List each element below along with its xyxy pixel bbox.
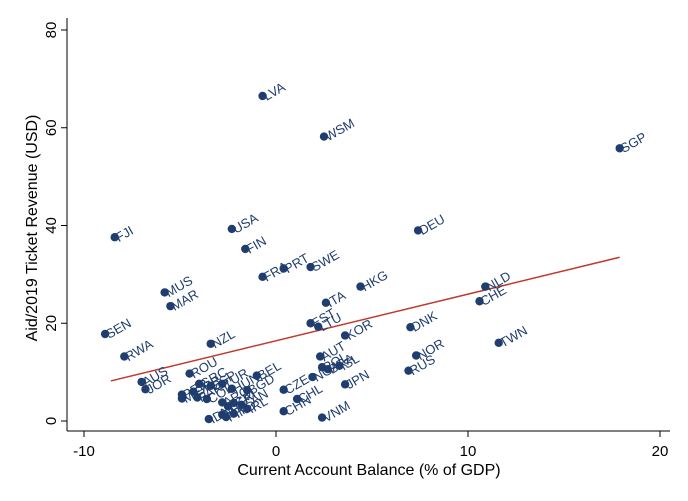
- point-est: [306, 319, 315, 328]
- point-che: [475, 297, 484, 306]
- x-tick-label: 0: [272, 443, 280, 460]
- point-hkg: [356, 282, 365, 291]
- point-tur: [218, 379, 227, 389]
- point-jpn: [340, 380, 350, 389]
- y-tick-label: 0: [43, 417, 60, 425]
- point-nor: [411, 351, 421, 360]
- point-sgp: [615, 144, 624, 153]
- x-tick-label: 20: [652, 443, 669, 460]
- point-mus: [160, 288, 169, 297]
- point-pak: [193, 393, 202, 402]
- point-wsm: [319, 132, 329, 141]
- point-fji: [110, 233, 119, 242]
- point-deu: [413, 226, 423, 235]
- ticks: -10 0 10 20 0 20 40 60 80: [43, 22, 668, 460]
- point-grc: [195, 379, 204, 389]
- point-nzl: [206, 339, 215, 348]
- point-nld: [481, 282, 490, 291]
- point-ita: [321, 298, 331, 307]
- point-nga: [308, 372, 317, 382]
- x-tick-label: -10: [73, 443, 95, 460]
- y-tick-label: 60: [43, 119, 60, 136]
- y-tick-label: 20: [43, 315, 60, 332]
- point-jor: [141, 385, 150, 394]
- x-tick-label: 10: [460, 443, 477, 460]
- point-mex: [177, 394, 187, 403]
- y-tick-label: 80: [43, 22, 60, 39]
- point-col: [202, 394, 212, 404]
- point-mar: [166, 301, 175, 311]
- point-hun: [227, 384, 237, 393]
- point-cze: [279, 385, 288, 394]
- point-rus: [404, 366, 413, 375]
- point-vnm: [317, 413, 327, 422]
- point-sen: [100, 329, 110, 339]
- point-irl: [243, 404, 252, 413]
- point-usa: [227, 224, 237, 234]
- axes: [66, 18, 670, 432]
- point-lka: [223, 402, 233, 411]
- point-swe: [306, 262, 315, 272]
- x-axis-title: Current Account Balance (% of GDP): [237, 462, 500, 479]
- point-aus: [137, 377, 146, 387]
- point-ind: [229, 409, 238, 418]
- point-bgd: [243, 386, 252, 395]
- point-rwa: [120, 352, 129, 361]
- point-bel: [252, 371, 261, 380]
- point-kor: [340, 331, 350, 340]
- point-prt: [279, 264, 288, 273]
- point-bra: [323, 364, 333, 374]
- point-idn: [204, 414, 213, 424]
- point-esp: [206, 381, 215, 391]
- point-fin: [241, 244, 250, 254]
- point-phl: [221, 412, 231, 422]
- point-chl: [292, 394, 302, 404]
- point-ltu: [314, 322, 323, 331]
- point-chn: [279, 407, 288, 416]
- point-fra: [258, 272, 267, 282]
- point-twn: [494, 338, 503, 347]
- fit-line: [110, 256, 620, 382]
- point-aut: [315, 352, 325, 361]
- y-tick-label: 40: [43, 217, 60, 234]
- y-axis-title: Aid/2019 Ticket Revenue (USD): [24, 115, 41, 342]
- point-isl: [335, 361, 344, 370]
- point-dnk: [406, 322, 415, 332]
- point-lva: [258, 91, 267, 101]
- point-rou: [185, 369, 194, 378]
